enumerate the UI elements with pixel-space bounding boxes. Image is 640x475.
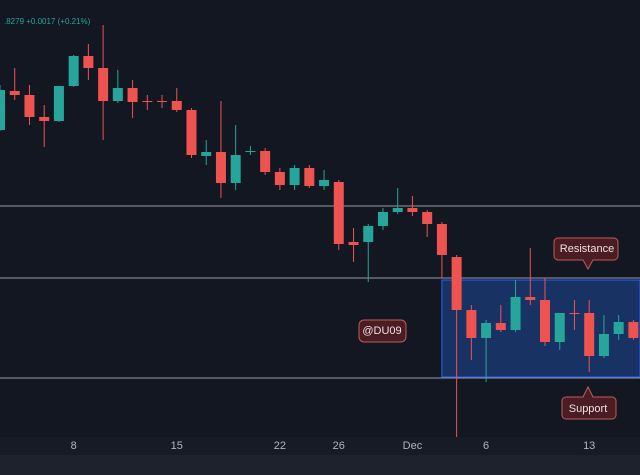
x-tick-label: 13	[583, 440, 595, 452]
candle-body	[377, 212, 388, 226]
x-tick-label: Dec	[403, 440, 423, 452]
x-tick-label: 26	[333, 440, 345, 452]
x-tick-label: 6	[483, 440, 489, 452]
x-tick-label: 22	[274, 440, 286, 452]
candle-body	[39, 117, 50, 121]
candle-body	[112, 88, 123, 101]
candle-body	[598, 334, 609, 356]
candle-body	[304, 168, 315, 186]
candle-body	[569, 313, 580, 314]
candle-body	[495, 323, 506, 330]
candle-body	[348, 242, 359, 245]
author-callout: @DU09	[358, 319, 407, 343]
annotation: Resistance	[560, 243, 614, 255]
candle-body	[9, 91, 20, 95]
candle-body	[584, 313, 595, 356]
candle-body	[407, 208, 418, 212]
candle-body	[436, 224, 447, 255]
candle-body	[319, 180, 330, 186]
annotation: Support	[569, 403, 608, 415]
x-tick-label: 15	[171, 440, 183, 452]
candle-body	[215, 152, 226, 183]
annotation: @DU09	[362, 325, 401, 337]
candle-body	[525, 297, 536, 300]
candle-body	[554, 313, 565, 342]
candle-body	[186, 110, 197, 155]
candle-body	[363, 226, 374, 242]
candle-body	[98, 68, 109, 101]
callout-box	[553, 237, 619, 271]
candle-body	[53, 86, 64, 121]
candle-body	[540, 300, 551, 342]
candle-body	[510, 297, 521, 330]
callout-box	[358, 319, 407, 343]
candle-body	[628, 322, 639, 338]
candle-body	[83, 56, 94, 68]
x-tick-label: 8	[71, 440, 77, 452]
candle-body	[68, 56, 79, 86]
candle-body	[481, 323, 492, 338]
candle-body	[333, 182, 344, 244]
candle-body	[24, 95, 35, 117]
candle-body	[466, 310, 477, 338]
candle-body	[230, 155, 241, 183]
plot	[0, 25, 640, 437]
candle-body	[245, 151, 256, 152]
candle-body	[613, 322, 624, 334]
x-axis-bar	[0, 437, 640, 455]
candle-body	[392, 208, 403, 212]
candle-body	[142, 101, 153, 102]
bottom-strip	[0, 455, 640, 475]
candle-body	[171, 101, 182, 110]
candle-body	[127, 88, 138, 102]
candle-body	[260, 151, 271, 172]
candle-body	[157, 101, 168, 102]
candle-body	[451, 257, 462, 310]
support-callout: Support	[561, 385, 617, 420]
price-header: .8279 +0.0017 (+0.21%)	[4, 17, 91, 26]
candle-body	[422, 212, 433, 224]
resistance-callout: Resistance	[553, 237, 619, 271]
callout-box	[561, 385, 617, 420]
candle-body	[274, 172, 285, 185]
candle-body	[0, 90, 5, 130]
candle-body	[289, 168, 300, 185]
candle-body	[201, 152, 212, 156]
